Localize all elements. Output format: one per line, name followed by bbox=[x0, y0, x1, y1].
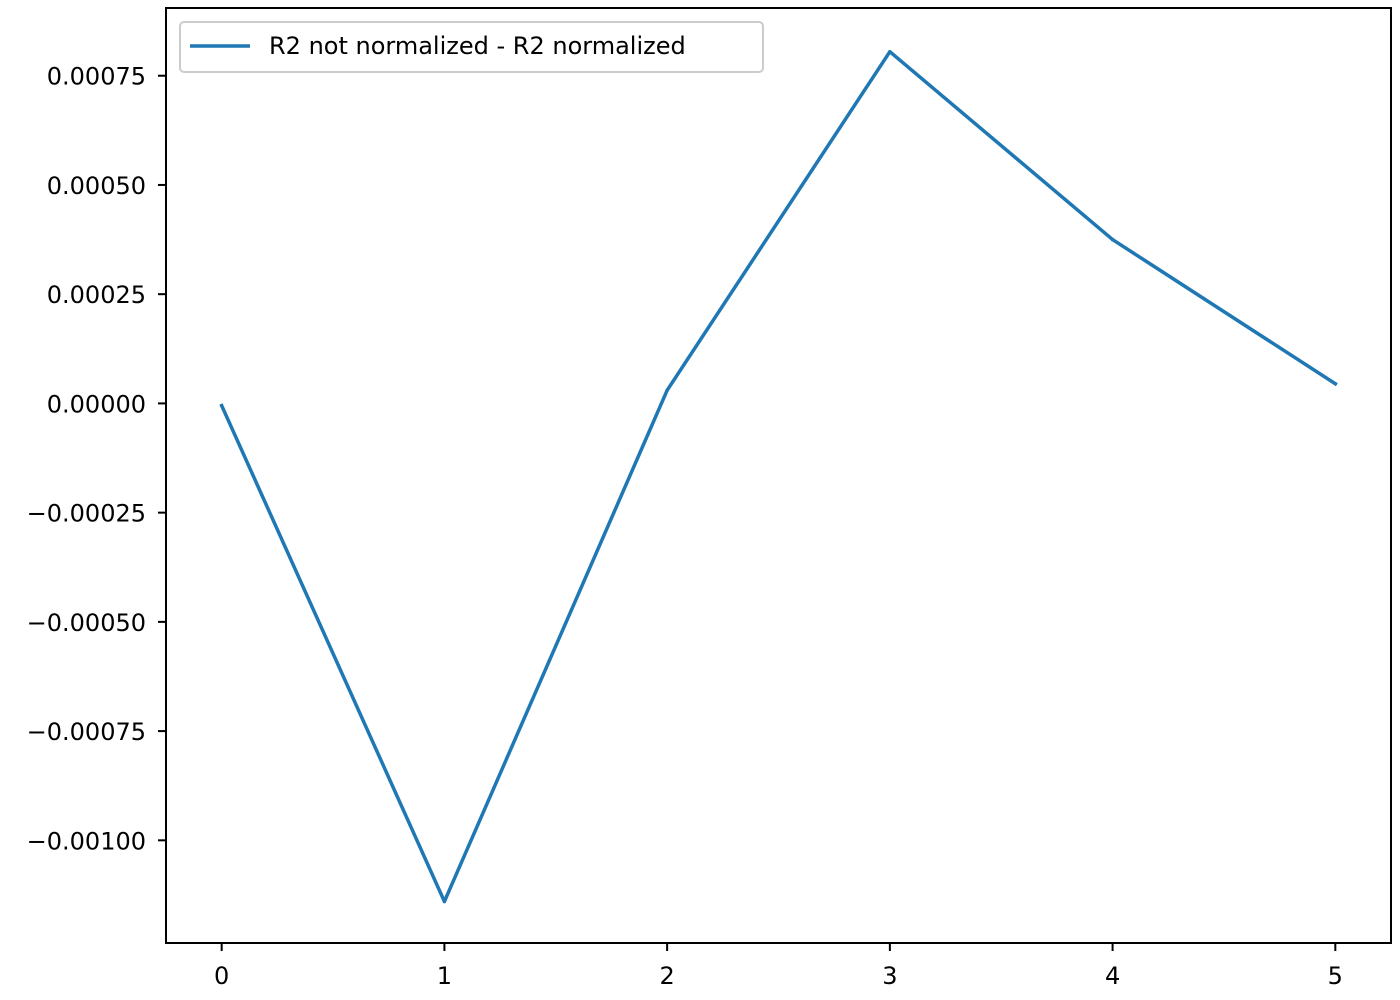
legend: R2 not normalized - R2 normalized bbox=[179, 21, 764, 73]
y-tick-label: −0.00075 bbox=[27, 718, 146, 746]
data-point bbox=[1333, 381, 1338, 386]
y-tick-label: −0.00050 bbox=[27, 609, 146, 637]
y-axis-ticks: 0.00075 0.00050 0.00025 0.00000 −0.00025 −0.0… bbox=[27, 63, 166, 855]
y-tick-label: 0.00075 bbox=[47, 63, 146, 91]
series-layer bbox=[219, 49, 1338, 904]
plot-frame bbox=[165, 7, 1392, 944]
data-point bbox=[219, 403, 224, 408]
x-tick-label: 1 bbox=[437, 962, 452, 990]
x-tick-label: 3 bbox=[882, 962, 897, 990]
data-point bbox=[665, 388, 669, 393]
x-tick-label: 0 bbox=[214, 962, 229, 990]
data-point bbox=[888, 49, 892, 54]
y-tick-label: 0.00050 bbox=[47, 172, 146, 200]
data-point bbox=[1110, 237, 1115, 242]
y-tick-label: −0.00100 bbox=[27, 827, 146, 855]
legend-entry-label: R2 not normalized - R2 normalized bbox=[269, 32, 686, 60]
x-axis-ticks: 0 1 2 3 4 5 bbox=[214, 943, 1343, 990]
y-tick-label: 0.00025 bbox=[47, 281, 146, 309]
x-tick-label: 2 bbox=[659, 962, 674, 990]
y-tick-label: −0.00025 bbox=[27, 500, 146, 528]
series-line-0 bbox=[219, 49, 1338, 904]
data-point bbox=[442, 899, 447, 904]
x-tick-label: 5 bbox=[1328, 962, 1343, 990]
y-tick-label: 0.00000 bbox=[47, 390, 146, 418]
legend-box bbox=[179, 21, 764, 73]
x-tick-label: 4 bbox=[1105, 962, 1120, 990]
